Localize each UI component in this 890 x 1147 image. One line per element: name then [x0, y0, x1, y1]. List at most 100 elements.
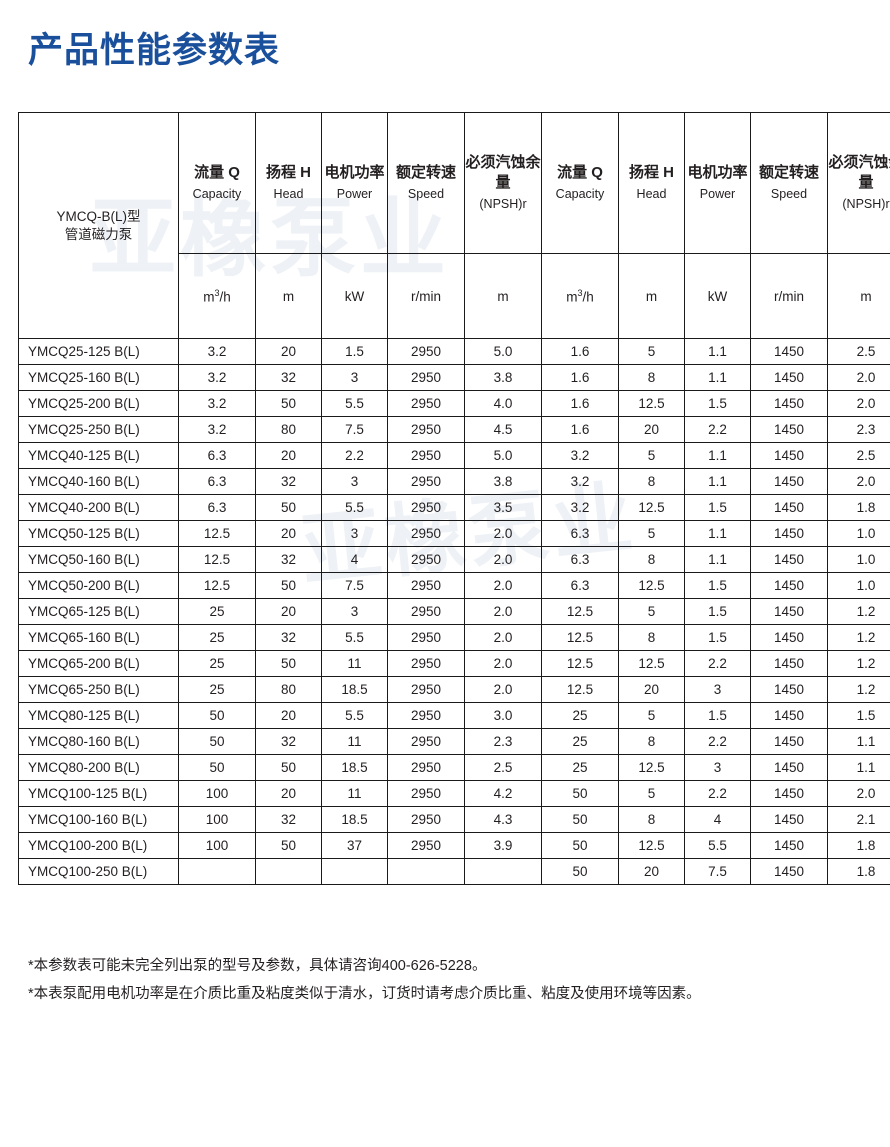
row-cell-9: 1450	[750, 364, 828, 391]
row-cell-10: 1.1	[827, 754, 890, 781]
row-cell-3: 37	[321, 832, 388, 859]
row-cell-10: 1.2	[827, 676, 890, 703]
row-cell-5: 2.0	[464, 520, 542, 547]
row-cell-9: 1450	[750, 650, 828, 677]
row-cell-7: 5	[618, 780, 685, 807]
row-cell-3: 5.5	[321, 494, 388, 521]
row-cell-5: 5.0	[464, 442, 542, 469]
row-cell-8: 1.1	[684, 442, 751, 469]
row-cell-7: 8	[618, 546, 685, 573]
row-cell-2: 20	[255, 702, 322, 729]
header-col-cn: 扬程 H	[265, 164, 311, 182]
row-cell-10: 2.3	[827, 416, 890, 443]
row-cell-7: 5	[618, 442, 685, 469]
header-row-titles: YMCQ-B(L)型 管道磁力泵 流量 Q Capacity 扬程 H Head 电机功率 P…	[18, 112, 890, 339]
spec-table-body: YMCQ-B(L)型 管道磁力泵 流量 Q Capacity 扬程 H Head 电机功率 P…	[18, 112, 890, 885]
row-cell-3: 7.5	[321, 572, 388, 599]
header-col-cn: 额定转速	[395, 164, 456, 182]
row-cell-10: 1.5	[827, 702, 890, 729]
header-col-6: 流量 Q Capacity	[541, 112, 619, 254]
header-col-en: Speed	[407, 187, 445, 202]
row-cell-1: 6.3	[178, 442, 256, 469]
row-cell-9: 1450	[750, 416, 828, 443]
row-model: YMCQ50-200 B(L)	[18, 572, 179, 599]
row-cell-6: 12.5	[541, 598, 619, 625]
row-cell-9: 1450	[750, 676, 828, 703]
header-unit-5: m	[464, 253, 542, 339]
table-row: YMCQ40-200 B(L) 6.3 50 5.5 2950 3.5 3.2 12.5 1.5…	[18, 494, 890, 521]
row-cell-10: 2.0	[827, 364, 890, 391]
header-col-10: 必须汽蚀余量 (NPSH)r	[827, 112, 890, 254]
row-cell-4: 2950	[387, 754, 465, 781]
note-2: *本表泵配用电机功率是在介质比重及粘度类似于清水，订货时请考虑介质比重、粘度及使…	[28, 986, 701, 1003]
row-model: YMCQ65-125 B(L)	[18, 598, 179, 625]
header-col-cn: 必须汽蚀余量	[828, 154, 890, 192]
row-cell-7: 5	[618, 702, 685, 729]
row-cell-3: 7.5	[321, 416, 388, 443]
table-row: YMCQ50-160 B(L) 12.5 32 4 2950 2.0 6.3 8 1.1 1450…	[18, 546, 890, 573]
table-row: YMCQ100-250 B(L) 50 20 7.5 1450 1.8	[18, 858, 890, 885]
row-cell-2: 32	[255, 364, 322, 391]
table-row: YMCQ40-160 B(L) 6.3 32 3 2950 3.8 3.2 8 1.1 1450 2…	[18, 468, 890, 495]
note-1: *本参数表可能未完全列出泵的型号及参数，具体请咨询400-626-5228。	[28, 958, 487, 974]
row-cell-3: 18.5	[321, 754, 388, 781]
row-cell-6: 50	[541, 832, 619, 859]
row-cell-8: 2.2	[684, 728, 751, 755]
row-cell-7: 12.5	[618, 650, 685, 677]
header-col-en: Head	[273, 187, 304, 202]
row-cell-6: 1.6	[541, 416, 619, 443]
row-model: YMCQ50-125 B(L)	[18, 520, 179, 547]
row-cell-4	[387, 858, 465, 885]
row-cell-1: 12.5	[178, 520, 256, 547]
header-col-cn: 电机功率	[324, 164, 385, 182]
row-cell-5: 2.0	[464, 624, 542, 651]
row-cell-8: 1.5	[684, 572, 751, 599]
row-cell-9: 1450	[750, 572, 828, 599]
row-cell-5: 5.0	[464, 338, 542, 365]
row-cell-4: 2950	[387, 520, 465, 547]
table-row: YMCQ65-250 B(L) 25 80 18.5 2950 2.0 12.5 20 3 145…	[18, 676, 890, 703]
row-cell-5: 4.3	[464, 806, 542, 833]
row-cell-7: 5	[618, 338, 685, 365]
row-cell-2: 32	[255, 468, 322, 495]
row-cell-9: 1450	[750, 442, 828, 469]
row-cell-7: 12.5	[618, 832, 685, 859]
row-cell-9: 1450	[750, 832, 828, 859]
row-cell-9: 1450	[750, 546, 828, 573]
header-unit-3: kW	[321, 253, 388, 339]
row-cell-7: 8	[618, 468, 685, 495]
header-model-line2: 管道磁力泵	[64, 226, 133, 242]
row-cell-2: 80	[255, 676, 322, 703]
header-unit-6: m3/h	[541, 253, 619, 339]
header-col-4: 额定转速 Speed	[387, 112, 465, 254]
row-cell-1: 100	[178, 806, 256, 833]
row-cell-3: 5.5	[321, 624, 388, 651]
row-cell-1	[178, 858, 256, 885]
row-cell-8: 1.1	[684, 468, 751, 495]
row-cell-2: 20	[255, 780, 322, 807]
row-cell-3: 18.5	[321, 806, 388, 833]
row-cell-6: 12.5	[541, 624, 619, 651]
row-cell-1: 6.3	[178, 494, 256, 521]
row-cell-8: 1.5	[684, 494, 751, 521]
row-cell-1: 25	[178, 676, 256, 703]
row-cell-10: 1.2	[827, 598, 890, 625]
row-cell-5: 3.0	[464, 702, 542, 729]
header-col-2: 扬程 H Head	[255, 112, 322, 254]
row-cell-4: 2950	[387, 598, 465, 625]
row-cell-3: 3	[321, 364, 388, 391]
row-cell-9: 1450	[750, 806, 828, 833]
row-cell-1: 25	[178, 598, 256, 625]
row-cell-9: 1450	[750, 728, 828, 755]
header-col-9: 额定转速 Speed	[750, 112, 828, 254]
row-cell-9: 1450	[750, 390, 828, 417]
row-cell-2: 50	[255, 832, 322, 859]
row-cell-9: 1450	[750, 624, 828, 651]
row-model: YMCQ80-200 B(L)	[18, 754, 179, 781]
header-row-units: m3/h m kW r/min m m3/h m kW r/min m	[19, 253, 890, 339]
row-cell-1: 3.2	[178, 364, 256, 391]
row-cell-3: 3	[321, 520, 388, 547]
row-cell-1: 6.3	[178, 468, 256, 495]
row-cell-6: 25	[541, 754, 619, 781]
row-cell-6: 25	[541, 702, 619, 729]
